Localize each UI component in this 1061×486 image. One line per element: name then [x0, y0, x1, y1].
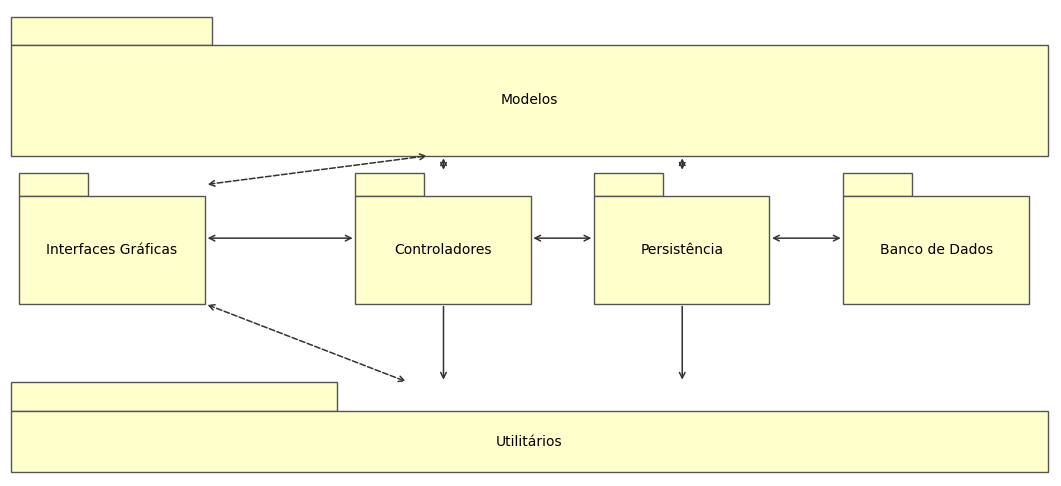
Polygon shape	[11, 411, 1048, 472]
Text: Persistência: Persistência	[640, 243, 724, 257]
Polygon shape	[11, 45, 1048, 156]
Polygon shape	[594, 196, 769, 304]
Text: Interfaces Gráficas: Interfaces Gráficas	[47, 243, 177, 257]
Polygon shape	[19, 173, 88, 196]
Polygon shape	[11, 382, 337, 411]
Text: Utilitários: Utilitários	[497, 434, 562, 449]
Polygon shape	[843, 196, 1029, 304]
Polygon shape	[355, 196, 530, 304]
Text: Modelos: Modelos	[501, 93, 558, 107]
Text: Controladores: Controladores	[395, 243, 491, 257]
Polygon shape	[355, 173, 424, 196]
Polygon shape	[11, 17, 212, 45]
Text: Banco de Dados: Banco de Dados	[880, 243, 993, 257]
Polygon shape	[594, 173, 663, 196]
Polygon shape	[19, 196, 205, 304]
Polygon shape	[843, 173, 912, 196]
